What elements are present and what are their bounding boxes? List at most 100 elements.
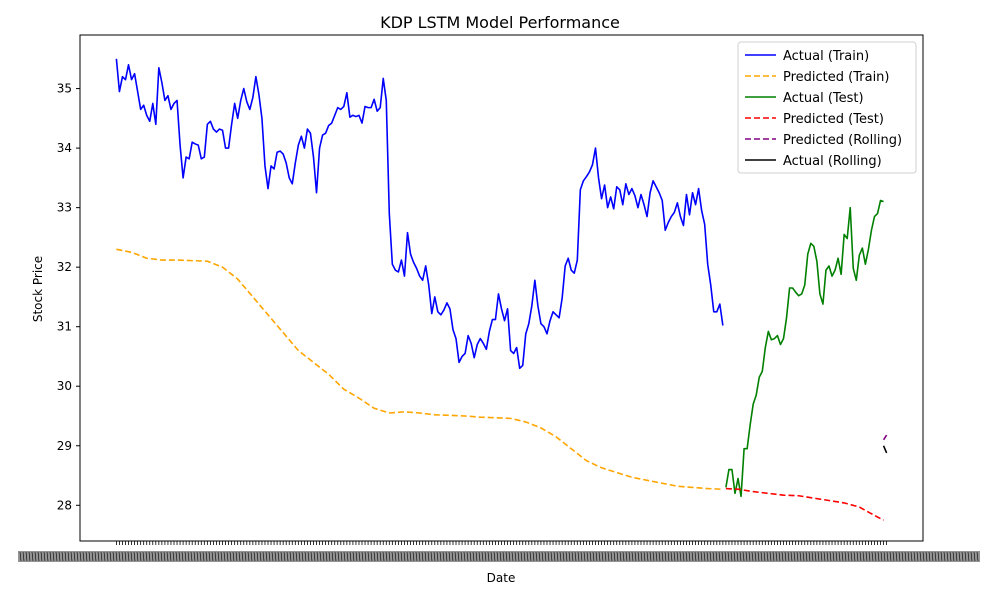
x-tick-label-glyph [91,551,94,562]
x-tick-label-glyph [520,551,523,562]
x-tick-label-glyph [661,551,664,562]
x-tick-label-glyph [964,551,967,562]
y-axis-label: Stock Price [31,256,45,322]
x-tick-label-glyph [637,551,640,562]
x-tick-label-glyph [871,551,874,562]
x-tick-label-glyph [970,551,973,562]
x-tick-label-glyph [709,551,712,562]
chart-title: KDP LSTM Model Performance [380,13,620,32]
x-tick-label-glyph [922,551,925,562]
x-tick-label-glyph [253,551,256,562]
x-tick-label-glyph [70,551,73,562]
x-tick-label-glyph [859,551,862,562]
x-tick-label-glyph [88,551,91,562]
x-tick-label-glyph [535,551,538,562]
x-tick-label-glyph [277,551,280,562]
x-tick-label-glyph [523,551,526,562]
x-tick-label-glyph [586,551,589,562]
x-tick-label-glyph [79,551,82,562]
x-tick-label-glyph [967,551,970,562]
x-tick-label-glyph [784,551,787,562]
x-tick-label-glyph [466,551,469,562]
x-tick-label-glyph [85,551,88,562]
x-tick-label-glyph [49,551,52,562]
x-tick-label-glyph [262,551,265,562]
x-tick-label-glyph [430,551,433,562]
x-tick-label-glyph [160,551,163,562]
x-tick-label-glyph [622,551,625,562]
x-tick-label-glyph [463,551,466,562]
x-tick-label-glyph [937,551,940,562]
legend-label: Predicted (Test) [783,112,884,127]
x-tick-label-glyph [424,551,427,562]
x-tick-label-glyph [118,551,121,562]
x-tick-label-glyph [715,551,718,562]
x-tick-label-glyph [538,551,541,562]
x-tick-label-glyph [163,551,166,562]
x-tick-label-glyph [202,551,205,562]
x-tick-label-glyph [109,551,112,562]
x-tick-label-glyph [43,551,46,562]
x-tick-label-glyph [838,551,841,562]
x-tick-label-glyph [487,551,490,562]
x-tick-label-glyph [766,551,769,562]
x-tick-label-glyph [25,551,28,562]
x-tick-label-glyph [721,551,724,562]
x-tick-label-glyph [874,551,877,562]
x-tick-label-glyph [454,551,457,562]
x-tick-label-glyph [391,551,394,562]
x-tick-label-glyph [340,551,343,562]
x-tick-label-glyph [76,551,79,562]
x-tick-label-glyph [931,551,934,562]
x-tick-label-glyph [241,551,244,562]
x-tick-label-glyph [763,551,766,562]
x-tick-label-glyph [625,551,628,562]
x-tick-label-glyph [433,551,436,562]
x-tick-label-glyph [172,551,175,562]
x-tick-label-glyph [196,551,199,562]
x-tick-label-glyph [421,551,424,562]
x-tick-label-glyph [151,551,154,562]
x-tick-label-glyph [427,551,430,562]
x-tick-label-glyph [778,551,781,562]
x-tick-label-glyph [259,551,262,562]
x-tick-labels-overlapping [18,551,980,562]
x-tick-label-glyph [856,551,859,562]
x-tick-label-glyph [760,551,763,562]
x-tick-label-glyph [706,551,709,562]
x-tick-label-glyph [628,551,631,562]
x-tick-label-glyph [775,551,778,562]
x-tick-label-glyph [688,551,691,562]
x-tick-label-glyph [460,551,463,562]
x-tick-label-glyph [757,551,760,562]
x-tick-label-glyph [415,551,418,562]
x-tick-label-glyph [892,551,895,562]
legend-label: Predicted (Train) [783,70,890,85]
x-tick-label-glyph [889,551,892,562]
x-tick-label-glyph [592,551,595,562]
x-tick-label-glyph [58,551,61,562]
x-tick-label-glyph [640,551,643,562]
y-tick-label: 35 [57,82,72,96]
x-tick-label-glyph [355,551,358,562]
x-tick-label-glyph [358,551,361,562]
x-tick-label-glyph [265,551,268,562]
x-tick-label-glyph [250,551,253,562]
x-tick-label-glyph [808,551,811,562]
x-tick-label-glyph [787,551,790,562]
x-tick-label-glyph [658,551,661,562]
x-tick-label-glyph [790,551,793,562]
x-tick-label-glyph [835,551,838,562]
x-tick-label-glyph [832,551,835,562]
x-tick-label-glyph [478,551,481,562]
x-tick-label-glyph [667,551,670,562]
x-tick-label-glyph [817,551,820,562]
x-tick-label-glyph [451,551,454,562]
x-tick-label-glyph [472,551,475,562]
x-tick-label-glyph [379,551,382,562]
x-tick-label-glyph [655,551,658,562]
y-tick-label: 33 [57,201,72,215]
x-tick-label-glyph [400,551,403,562]
x-tick-label-glyph [643,551,646,562]
